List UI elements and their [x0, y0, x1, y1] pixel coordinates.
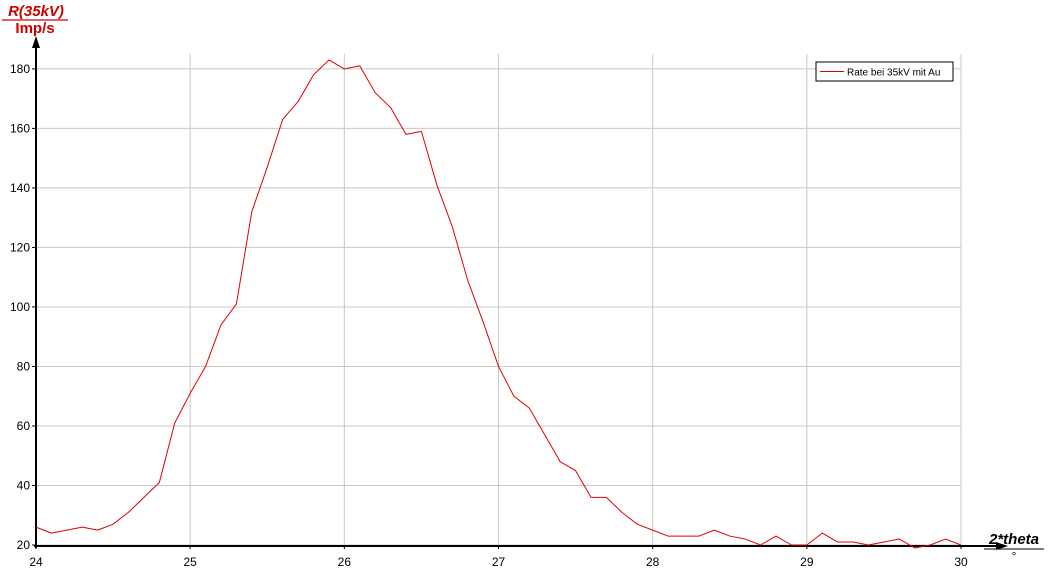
x-tick-label: 29 — [800, 555, 814, 569]
y-tick-label: 140 — [10, 181, 30, 195]
x-tick-label: 28 — [646, 555, 660, 569]
y-tick-label: 20 — [17, 538, 31, 552]
y-tick-label: 40 — [17, 478, 31, 492]
x-tick-label: 26 — [338, 555, 352, 569]
legend: Rate bei 35kV mit Au — [815, 61, 954, 82]
x-tick-label: 27 — [492, 555, 506, 569]
series-line-1 — [35, 59, 962, 549]
x-tick-label: 24 — [29, 555, 43, 569]
series-layer — [35, 59, 962, 549]
legend-box — [815, 61, 954, 82]
axes — [32, 36, 1008, 550]
y-tick-label: 180 — [10, 62, 30, 76]
y-tick-label: 120 — [10, 240, 30, 254]
y-axis-arrow — [32, 36, 40, 48]
y-axis-title: R(35kV) — [8, 3, 64, 20]
y-axis-unit: Imp/s — [15, 20, 54, 37]
x-axis-arrow — [996, 542, 1008, 550]
tick-labels: 24 25 26 27 28 29 30 20 40 60 80 100 120 140 160 180 — [10, 62, 968, 569]
y-tick-label: 80 — [17, 359, 31, 373]
x-axis-title: 2*theta — [988, 531, 1039, 548]
grid — [36, 54, 962, 546]
x-tick-label: 30 — [954, 555, 968, 569]
y-tick-label: 100 — [10, 300, 30, 314]
x-tick-label: 25 — [183, 555, 197, 569]
y-tick-label: 60 — [17, 419, 31, 433]
y-tick-label: 160 — [10, 121, 30, 135]
legend-label: Rate bei 35kV mit Au — [847, 68, 940, 79]
x-axis-unit: ° — [1012, 549, 1017, 563]
